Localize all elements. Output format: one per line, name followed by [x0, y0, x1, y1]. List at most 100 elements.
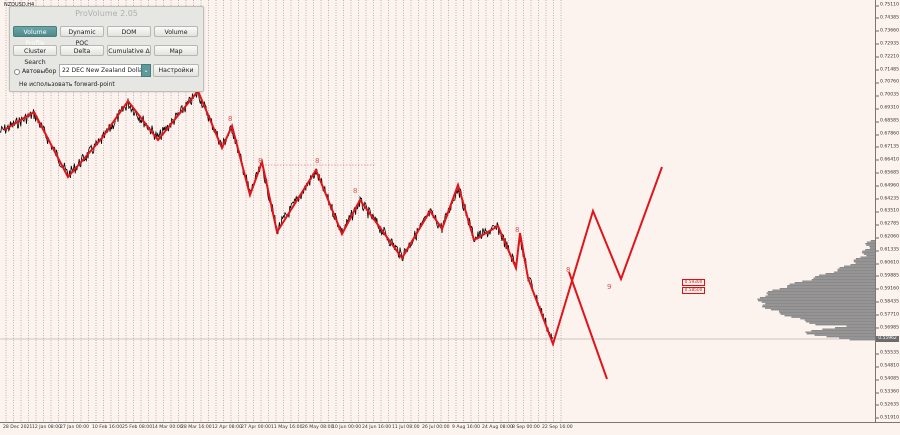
time-axis-tick: 8 Sep 00:00	[512, 425, 540, 430]
volume-bar	[786, 286, 875, 288]
volume-bar	[762, 306, 875, 308]
price-axis-tick: 0.69310	[876, 105, 899, 111]
dom-button[interactable]: DOM	[107, 26, 151, 37]
volume-bar	[839, 337, 875, 339]
wave-projection	[568, 271, 608, 380]
volume-bar	[870, 240, 875, 242]
price-axis-tick: 0.64960	[876, 183, 899, 189]
price-axis-tick: 0.62785	[876, 221, 899, 227]
volume-bar	[814, 334, 875, 336]
cumulative-delta-button[interactable]: Cumulative Δ	[107, 45, 151, 56]
chevron-down-icon[interactable]: ⌄	[141, 64, 151, 77]
current-price-badge: 0.55962	[876, 336, 899, 342]
volume-bar	[811, 279, 875, 281]
price-axis-tick: 0.63510	[876, 208, 899, 214]
price-axis-tick: 0.54085	[876, 376, 899, 382]
volume-bar	[779, 288, 875, 290]
volume-bar	[833, 271, 875, 273]
volume-bar	[825, 273, 875, 275]
price-axis-tick: 0.59885	[876, 273, 899, 279]
volume-bar	[767, 291, 875, 293]
time-axis-tick: 28 Dec 2021	[3, 425, 33, 430]
price-axis-tick: 0.59160	[876, 286, 899, 292]
price-axis-tick: 0.56985	[876, 325, 899, 330]
time-axis[interactable]: 28 Dec 2021 12 Jan 08:00 27 Jan 00:00 10 Fe…	[0, 422, 900, 435]
volume-bar	[815, 276, 875, 278]
wave-label: 8	[353, 187, 357, 195]
volume-bar	[865, 243, 875, 245]
settings-button[interactable]: Настройки	[153, 64, 199, 77]
price-axis-tick: 0.53360	[876, 389, 899, 395]
wave-label: 8	[566, 266, 570, 274]
time-axis-tick: 24 Aug 08:00	[482, 425, 513, 430]
wave-label: 9	[607, 283, 611, 291]
price-axis-tick: 0.52635	[876, 402, 899, 408]
volume-profile-histogram	[757, 240, 875, 341]
volume-bar	[811, 330, 875, 332]
time-axis-tick: 12 Jan 08:00	[32, 425, 62, 430]
price-axis-tick: 0.57710	[876, 312, 899, 318]
volume-bar	[772, 289, 875, 291]
volume-bar	[762, 304, 875, 306]
time-axis-tick: 11 Jul 08:00	[392, 425, 420, 430]
time-axis-tick: 25 Feb 08:00	[122, 425, 153, 430]
delta-button[interactable]: Delta	[60, 45, 104, 56]
wave-label: 8	[228, 115, 232, 123]
wave-zigzag	[3, 89, 663, 348]
symbol-label: NZDUSD,H4	[4, 2, 35, 8]
volume-bar	[800, 318, 875, 320]
forward-point-label: Не использовать forward-point	[19, 81, 115, 88]
price-axis[interactable]: 0.75110 0.74385 0.73660 0.72935 0.72210 0.714…	[875, 0, 900, 422]
volume-bar	[835, 327, 875, 329]
volume-bar	[809, 322, 875, 324]
volume-bar	[787, 285, 875, 287]
volume-bar	[794, 282, 875, 284]
wave-label: 8	[515, 226, 519, 234]
volume-bar	[869, 247, 875, 249]
time-axis-tick: 27 Apr 00:00	[241, 425, 271, 430]
price-axis-tick: 0.72210	[876, 54, 899, 60]
volume-bar	[806, 333, 875, 335]
price-axis-tick: 0.70035	[876, 92, 899, 98]
volume-bar	[855, 262, 875, 264]
volume-button[interactable]: Volume	[154, 26, 198, 37]
time-axis-tick: 11 May 16:00	[271, 425, 303, 430]
volume-bar	[813, 277, 875, 279]
price-axis-tick: 0.58435	[876, 299, 899, 305]
instrument-select[interactable]: 22 DEC New Zealand Dollar	[59, 64, 151, 77]
volume-bar	[758, 300, 875, 302]
price-axis-tick: 0.73660	[876, 28, 899, 34]
volume-bar	[815, 324, 875, 326]
volume-bar	[863, 253, 875, 255]
price-level-label: 0.59300	[682, 279, 705, 286]
volume-bar	[802, 280, 875, 282]
map-button[interactable]: Map	[154, 45, 198, 56]
wave-markers: 8 8 8 8 8 8 9	[228, 115, 611, 291]
volume-bar	[860, 256, 875, 258]
time-axis-tick: 28 Mar 16:00	[181, 425, 212, 430]
volume-bar	[844, 265, 875, 267]
volume-profile-button[interactable]: Volume Profile	[13, 26, 57, 47]
volume-bar	[846, 325, 875, 327]
auto-select-checkbox[interactable]	[14, 69, 20, 75]
cluster-search-button[interactable]: Cluster Search	[13, 45, 57, 66]
price-axis-tick: 0.51910	[876, 415, 899, 421]
volume-bar	[849, 339, 875, 341]
time-axis-tick: 27 Jan 00:00	[60, 425, 90, 430]
volume-bar	[780, 313, 875, 315]
volume-bar	[866, 244, 875, 246]
dynamic-poc-button[interactable]: Dynamic POC	[60, 26, 104, 47]
volume-bar	[766, 292, 875, 294]
volume-bar	[804, 319, 875, 321]
volume-bar	[757, 298, 875, 300]
wave-label: 8	[315, 157, 319, 165]
price-axis-tick: 0.72935	[876, 41, 899, 47]
wave-label: 8	[258, 157, 262, 165]
volume-bar	[869, 246, 875, 248]
volume-bar	[826, 336, 875, 338]
price-axis-tick: 0.61335	[876, 247, 899, 253]
volume-bar	[805, 321, 875, 323]
volume-bar	[805, 331, 875, 333]
volume-bar	[861, 252, 875, 254]
volume-bar	[853, 261, 875, 263]
